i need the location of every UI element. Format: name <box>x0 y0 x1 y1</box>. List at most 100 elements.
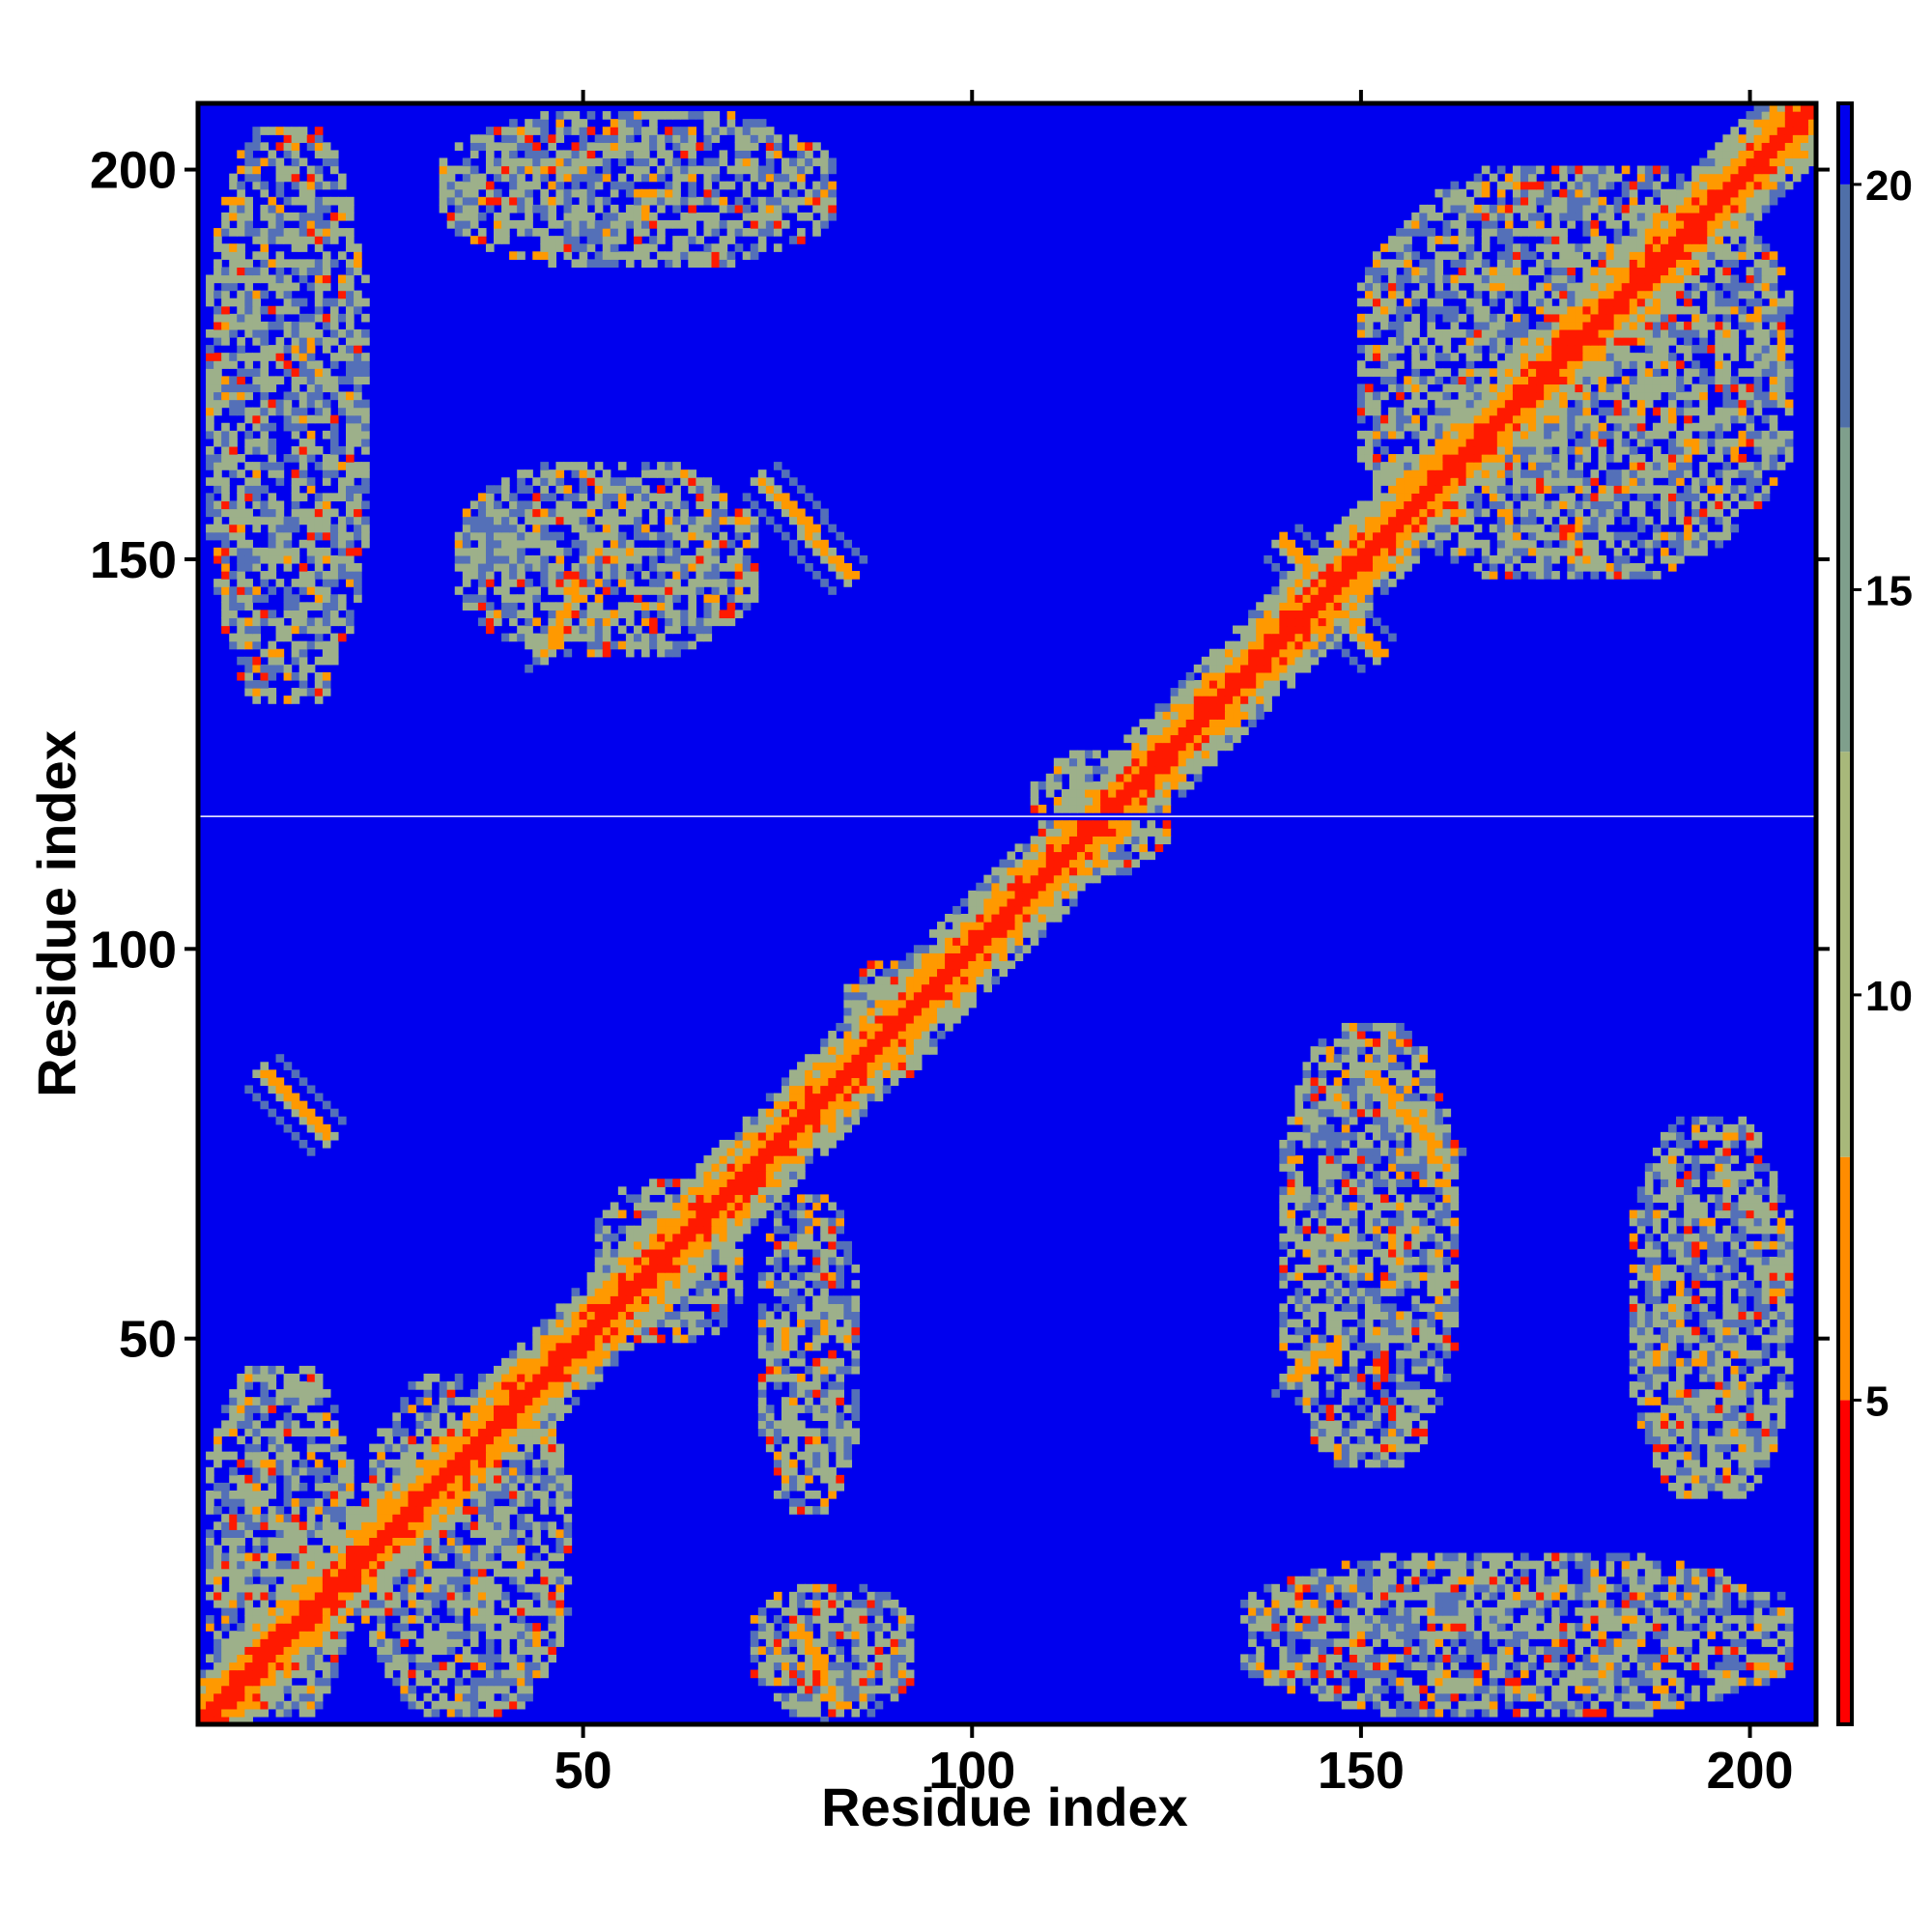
heatmap-cell <box>1738 1381 1747 1390</box>
heatmap-cell <box>314 1692 324 1702</box>
heatmap-cell <box>1396 1280 1405 1289</box>
heatmap-cell <box>306 1700 316 1710</box>
heatmap-cell <box>1380 1397 1389 1406</box>
heatmap-cell <box>221 1428 230 1437</box>
heatmap-cell <box>1349 1288 1358 1296</box>
heatmap-cell <box>1333 1295 1343 1304</box>
heatmap-cell <box>555 1529 565 1538</box>
heatmap-cell <box>851 1350 861 1359</box>
heatmap-cell <box>1567 1654 1576 1663</box>
heatmap-cell <box>610 1233 619 1242</box>
heatmap-cell <box>757 1615 767 1624</box>
heatmap-cell <box>298 1700 308 1710</box>
heatmap-cell <box>229 1420 238 1430</box>
heatmap-cell <box>1668 1194 1677 1204</box>
heatmap-cell <box>1380 1599 1389 1608</box>
heatmap-cell <box>275 1428 285 1437</box>
heatmap-cell <box>765 1319 775 1328</box>
heatmap-cell <box>757 1123 767 1133</box>
heatmap-cell <box>1691 1631 1700 1639</box>
heatmap-cell <box>602 1288 611 1296</box>
heatmap-cell <box>1776 1288 1786 1296</box>
heatmap-cell <box>329 1537 339 1547</box>
heatmap-cell <box>1364 1217 1374 1227</box>
heatmap-cell <box>781 1459 790 1468</box>
heatmap-cell <box>711 1280 721 1289</box>
heatmap-cell <box>781 1163 790 1172</box>
heatmap-cell <box>1784 1662 1794 1671</box>
heatmap-cell <box>882 1623 892 1632</box>
heatmap-cell <box>1707 1194 1716 1204</box>
heatmap-cell <box>812 1599 821 1608</box>
heatmap-cell <box>337 1606 347 1616</box>
heatmap-cell <box>306 1545 316 1554</box>
heatmap-cell <box>586 1326 596 1336</box>
heatmap-cell <box>1691 1240 1700 1250</box>
heatmap-cell <box>462 1631 471 1639</box>
heatmap-cell <box>1769 1334 1778 1344</box>
heatmap-cell <box>1784 1638 1794 1647</box>
heatmap-cell <box>1364 1365 1374 1375</box>
heatmap-cell <box>1349 1631 1358 1639</box>
heatmap-cell <box>446 1669 456 1679</box>
heatmap-cell <box>1411 1225 1420 1235</box>
heatmap-cell <box>1676 1420 1685 1430</box>
heatmap-cell <box>415 1428 425 1437</box>
heatmap-cell <box>1458 1646 1467 1655</box>
heatmap-cell <box>1356 1405 1366 1413</box>
heatmap-cell <box>1481 1552 1491 1562</box>
heatmap-cell <box>672 1240 681 1250</box>
heatmap-cell <box>1325 1256 1335 1265</box>
heatmap-cell <box>1776 1357 1786 1367</box>
heatmap-cell <box>1707 1350 1716 1359</box>
heatmap-cell <box>1707 1311 1716 1321</box>
heatmap-cell <box>765 1412 775 1421</box>
heatmap-cell <box>1684 1217 1692 1227</box>
heatmap-cell <box>1442 1194 1452 1204</box>
heatmap-cell <box>237 1529 245 1538</box>
heatmap-cell <box>789 1482 798 1492</box>
heatmap-cell <box>1380 1350 1389 1359</box>
heatmap-cell <box>1722 1179 1732 1187</box>
heatmap-cell <box>1404 1148 1412 1156</box>
heatmap-cell <box>1644 1389 1654 1398</box>
heatmap-cell <box>392 1498 401 1507</box>
heatmap-cell <box>1287 1334 1296 1344</box>
heatmap-cell <box>555 1459 565 1468</box>
heatmap-cell <box>1660 1155 1669 1164</box>
heatmap-cell <box>454 1514 464 1522</box>
heatmap-cell <box>1776 1334 1786 1344</box>
heatmap-cell <box>843 1311 853 1321</box>
heatmap-cell <box>431 1583 440 1593</box>
heatmap-cell <box>477 1685 487 1694</box>
heatmap-cell <box>509 1662 518 1671</box>
heatmap-cell <box>1450 1677 1460 1687</box>
heatmap-cell <box>1715 1677 1723 1687</box>
heatmap-cell <box>1450 1568 1460 1577</box>
heatmap-cell <box>789 1123 798 1133</box>
heatmap-cell <box>408 1545 417 1554</box>
heatmap-cell <box>1730 1654 1740 1663</box>
heatmap-cell <box>703 1248 713 1258</box>
heatmap-cell <box>1287 1365 1296 1375</box>
heatmap-cell <box>291 1108 300 1118</box>
heatmap-cell <box>1271 1623 1280 1632</box>
heatmap-cell <box>1442 1319 1452 1328</box>
heatmap-cell <box>851 1654 861 1663</box>
heatmap-cell <box>579 1311 588 1321</box>
heatmap-cell <box>517 1405 526 1413</box>
heatmap-cell <box>462 1451 471 1461</box>
heatmap-cell <box>1629 1326 1638 1336</box>
heatmap-cell <box>423 1583 433 1593</box>
heatmap-cell <box>851 1264 861 1273</box>
heatmap-cell <box>1333 1638 1343 1647</box>
heatmap-cell <box>252 1405 262 1413</box>
heatmap-cell <box>1753 1288 1763 1296</box>
heatmap-cell <box>1435 1552 1444 1562</box>
heatmap-cell <box>1380 1583 1389 1593</box>
heatmap-cell <box>805 1451 813 1461</box>
heatmap-cell <box>1435 1123 1444 1133</box>
heatmap-cell <box>672 1248 681 1258</box>
heatmap-cell <box>1450 1591 1460 1601</box>
heatmap-cell <box>836 1435 844 1445</box>
